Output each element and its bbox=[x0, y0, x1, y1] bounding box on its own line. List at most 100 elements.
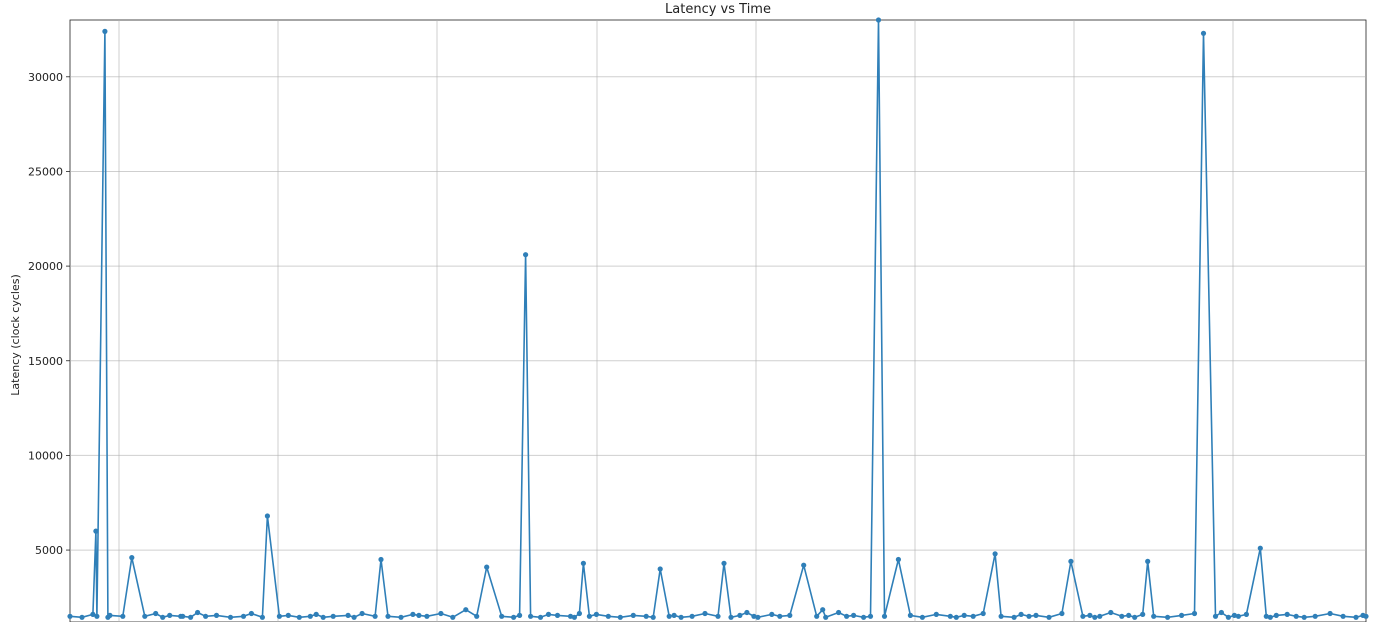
data-point bbox=[1145, 558, 1151, 565]
data-point bbox=[844, 613, 850, 619]
data-point bbox=[678, 614, 684, 620]
data-point bbox=[1263, 613, 1269, 619]
data-point bbox=[1068, 558, 1074, 565]
data-point bbox=[1212, 613, 1219, 619]
data-point bbox=[1243, 611, 1249, 618]
data-point bbox=[129, 555, 135, 561]
grid bbox=[70, 20, 1366, 622]
data-point bbox=[1011, 614, 1017, 620]
data-point bbox=[1097, 613, 1103, 619]
data-point bbox=[1312, 613, 1318, 619]
data-point bbox=[671, 612, 677, 619]
plot-area bbox=[69, 19, 1367, 622]
data-point bbox=[438, 610, 444, 617]
data-point bbox=[1340, 613, 1346, 619]
series-latency bbox=[67, 17, 1369, 620]
data-point bbox=[160, 614, 166, 620]
data-point bbox=[933, 611, 939, 618]
data-point bbox=[1284, 611, 1290, 618]
data-point bbox=[307, 613, 313, 619]
data-point bbox=[554, 612, 561, 619]
data-point bbox=[248, 610, 254, 617]
data-point bbox=[285, 612, 291, 619]
data-point bbox=[744, 609, 750, 616]
data-point bbox=[567, 613, 574, 619]
data-point bbox=[643, 613, 649, 619]
data-point bbox=[1273, 612, 1279, 619]
data-point bbox=[474, 613, 480, 619]
data-point bbox=[510, 614, 517, 620]
data-point bbox=[120, 613, 126, 619]
data-point bbox=[851, 612, 857, 619]
data-point bbox=[1218, 609, 1224, 616]
data-point bbox=[961, 612, 967, 619]
data-point bbox=[1018, 611, 1024, 618]
y-tick-label: 30000 bbox=[28, 71, 63, 84]
y-axis-ticks: 5000 10000 15000 20000 25000 30000 bbox=[28, 71, 70, 557]
data-point bbox=[1046, 614, 1052, 620]
data-point bbox=[1191, 610, 1198, 617]
data-point bbox=[1363, 613, 1369, 619]
data-point bbox=[1231, 612, 1237, 619]
data-point bbox=[1033, 612, 1039, 619]
data-point bbox=[801, 562, 807, 568]
data-point bbox=[1257, 545, 1263, 551]
data-point bbox=[861, 614, 867, 620]
data-point bbox=[1353, 614, 1359, 620]
data-point bbox=[450, 614, 456, 620]
data-point bbox=[416, 612, 422, 619]
data-point bbox=[79, 614, 85, 620]
y-tick-label: 10000 bbox=[28, 449, 63, 462]
data-point bbox=[1132, 614, 1138, 620]
data-point bbox=[107, 612, 113, 619]
data-point bbox=[721, 560, 727, 566]
data-point bbox=[992, 551, 998, 557]
data-point bbox=[264, 513, 270, 519]
data-point bbox=[424, 613, 430, 619]
data-point bbox=[1200, 30, 1207, 36]
data-point bbox=[715, 613, 721, 619]
data-point bbox=[545, 611, 552, 618]
data-point bbox=[586, 613, 593, 619]
data-point bbox=[593, 611, 600, 618]
data-point bbox=[820, 607, 826, 613]
data-point bbox=[203, 613, 209, 619]
data-point bbox=[372, 613, 378, 619]
data-point bbox=[875, 17, 882, 23]
data-point bbox=[666, 613, 672, 619]
data-point bbox=[523, 252, 529, 258]
data-point bbox=[605, 613, 611, 619]
data-point bbox=[537, 614, 544, 620]
data-point bbox=[180, 613, 186, 619]
data-point bbox=[919, 614, 926, 620]
data-point bbox=[1119, 613, 1125, 619]
data-point bbox=[484, 564, 490, 570]
data-point bbox=[499, 613, 505, 619]
data-point bbox=[630, 612, 636, 619]
data-point bbox=[998, 613, 1004, 619]
data-point bbox=[907, 612, 914, 619]
data-point bbox=[142, 613, 148, 619]
data-point bbox=[240, 613, 247, 619]
data-point bbox=[881, 613, 888, 619]
chart-title: Latency vs Time bbox=[665, 2, 771, 17]
data-point bbox=[213, 612, 220, 619]
data-point bbox=[755, 614, 761, 620]
data-point bbox=[576, 610, 583, 617]
data-point bbox=[980, 610, 986, 617]
data-point bbox=[320, 614, 326, 620]
y-tick-label: 20000 bbox=[28, 260, 63, 273]
data-point bbox=[528, 613, 534, 619]
y-tick-label: 15000 bbox=[28, 355, 63, 368]
data-point bbox=[580, 560, 587, 566]
data-point bbox=[517, 612, 523, 619]
data-point bbox=[689, 613, 695, 619]
data-point bbox=[1126, 612, 1132, 619]
data-point bbox=[378, 556, 384, 563]
data-point bbox=[1140, 611, 1146, 618]
data-point bbox=[345, 612, 351, 619]
data-point bbox=[947, 613, 953, 619]
data-point bbox=[737, 612, 743, 619]
data-point bbox=[93, 528, 99, 534]
